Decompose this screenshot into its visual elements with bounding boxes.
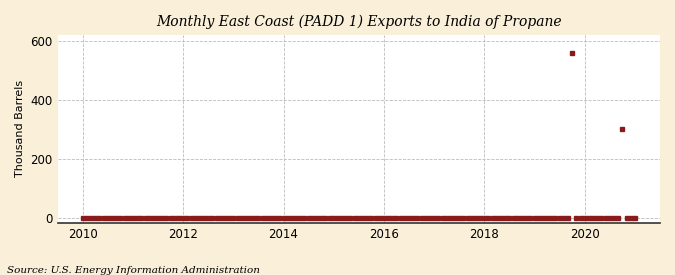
Title: Monthly East Coast (PADD 1) Exports to India of Propane: Monthly East Coast (PADD 1) Exports to I… bbox=[156, 15, 562, 29]
Text: Source: U.S. Energy Information Administration: Source: U.S. Energy Information Administ… bbox=[7, 266, 260, 275]
Y-axis label: Thousand Barrels: Thousand Barrels bbox=[15, 80, 25, 177]
